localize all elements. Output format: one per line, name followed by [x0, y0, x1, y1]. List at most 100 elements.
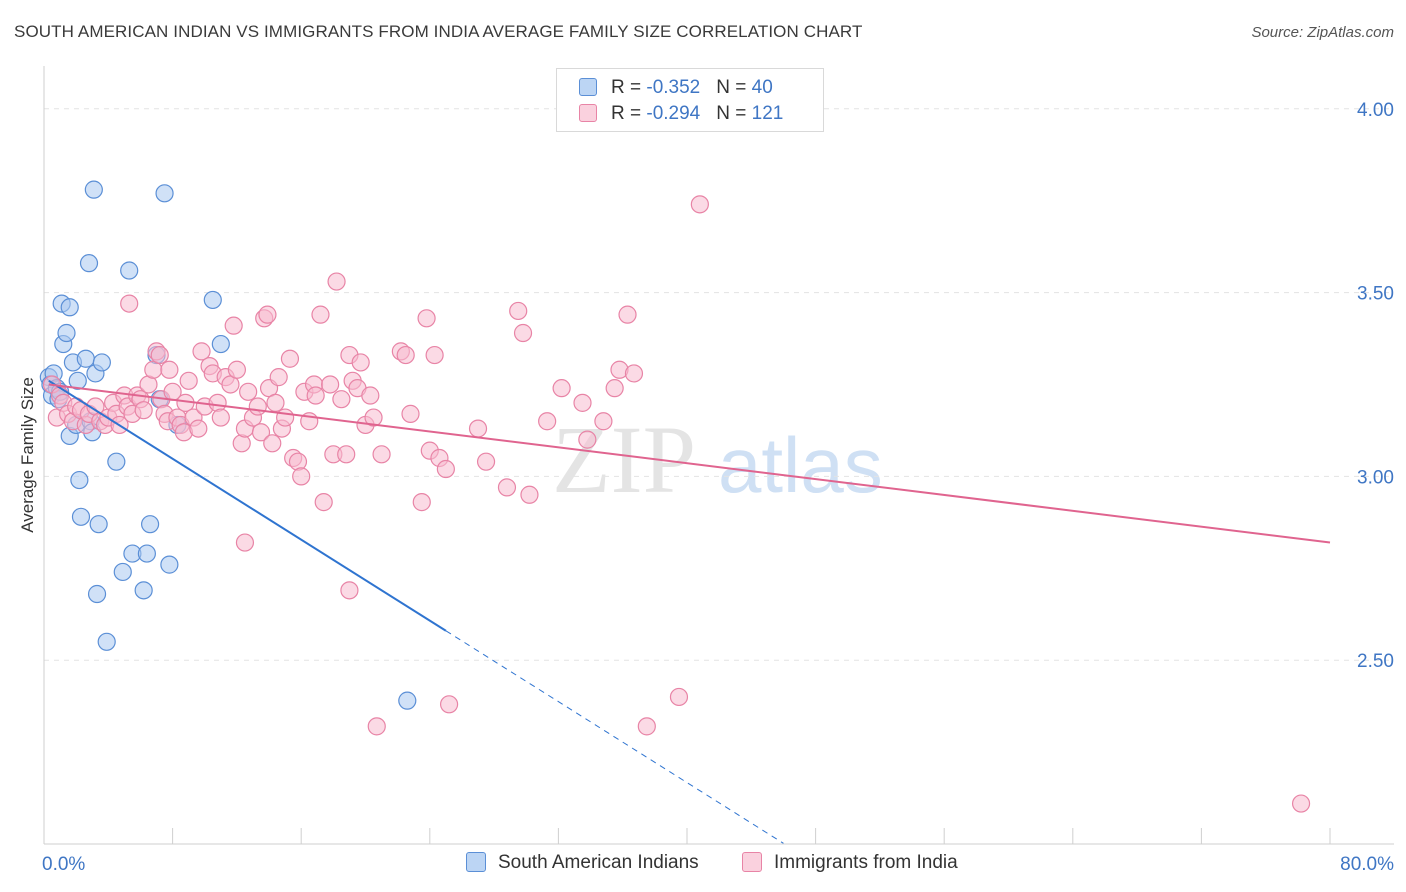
data-point-immigrants-from-india-109 [624, 364, 644, 383]
data-point-immigrants-from-india-90 [412, 493, 431, 512]
data-point-immigrants-from-india-63 [276, 408, 295, 427]
series-legend: South American Indians Immigrants from I… [0, 852, 1406, 878]
data-point-south-american-indians-11 [60, 298, 79, 317]
data-point-immigrants-from-india-31 [160, 360, 179, 379]
legend-swatch-pink [579, 104, 597, 122]
y-tick-label-0: 2.50 [1357, 651, 1394, 672]
trend-line-south-american-indians [48, 379, 447, 632]
data-point-immigrants-from-india-88 [396, 345, 415, 365]
data-point-immigrants-from-india-49 [227, 360, 246, 379]
data-point-immigrants-from-india-105 [578, 430, 597, 449]
data-point-south-american-indians-9 [57, 323, 76, 343]
data-point-immigrants-from-india-73 [314, 493, 333, 512]
y-tick-label-2: 3.50 [1357, 284, 1394, 305]
watermark-atlas: atlas [718, 421, 883, 509]
legend-r-value-blue: -0.352 [646, 77, 701, 98]
data-point-south-american-indians-28 [113, 562, 132, 582]
data-point-immigrants-from-india-59 [263, 434, 282, 453]
data-point-immigrants-from-india-96 [468, 419, 488, 438]
tick-labels: 2.50 3.00 3.50 4.00 0.0% 80.0% [42, 100, 1394, 875]
legend-n-value-blue: 40 [751, 77, 773, 98]
data-point-south-american-indians-22 [84, 180, 103, 199]
y-tick-label-1: 3.00 [1357, 467, 1394, 488]
data-point-immigrants-from-india-50 [232, 434, 251, 453]
data-point-immigrants-from-india-86 [372, 445, 391, 464]
data-point-south-american-indians-41 [398, 691, 417, 710]
data-point-immigrants-from-india-116 [1291, 794, 1311, 813]
data-point-immigrants-from-india-97 [476, 452, 496, 471]
data-point-immigrants-from-india-52 [239, 382, 258, 401]
legend-row-south-american-indians: R = -0.352 N = 40 [579, 77, 773, 101]
data-point-immigrants-from-india-85 [364, 408, 383, 427]
data-point-south-american-indians-33 [140, 515, 160, 534]
data-point-immigrants-from-india-67 [292, 467, 311, 486]
data-point-immigrants-from-india-23 [134, 401, 153, 420]
data-point-south-american-indians-40 [211, 334, 230, 354]
data-point-south-american-indians-16 [71, 507, 91, 526]
data-point-immigrants-from-india-106 [594, 412, 613, 431]
data-point-immigrants-from-india-55 [251, 423, 271, 442]
data-point-immigrants-from-india-66 [288, 452, 308, 471]
data-point-immigrants-from-india-54 [248, 397, 267, 416]
data-point-immigrants-from-india-101 [520, 485, 539, 504]
data-point-immigrants-from-india-115 [690, 195, 709, 214]
data-point-immigrants-from-india-72 [311, 305, 330, 324]
axes [43, 66, 1394, 845]
data-point-immigrants-from-india-44 [208, 393, 227, 412]
data-point-immigrants-from-india-61 [269, 368, 288, 387]
data-point-south-american-indians-31 [134, 581, 153, 600]
data-point-immigrants-from-india-114 [669, 687, 689, 707]
data-point-immigrants-from-india-40 [192, 342, 211, 361]
data-point-immigrants-from-india-99 [509, 301, 528, 321]
data-point-south-american-indians-37 [160, 555, 179, 574]
data-point-immigrants-from-india-89 [401, 404, 420, 423]
data-point-immigrants-from-india-76 [327, 272, 346, 291]
data-point-immigrants-from-india-103 [552, 379, 571, 398]
data-point-immigrants-from-india-27 [150, 345, 169, 365]
x-tick-label-min: 0.0% [42, 854, 85, 875]
data-point-immigrants-from-india-64 [280, 349, 300, 368]
chart-title: SOUTH AMERICAN INDIAN VS IMMIGRANTS FROM… [14, 22, 863, 41]
data-point-immigrants-from-india-118 [340, 581, 359, 600]
source-label: Source: ZipAtlas.com [1251, 24, 1394, 41]
data-point-south-american-indians-24 [87, 584, 107, 604]
data-point-immigrants-from-india-98 [497, 478, 517, 497]
watermark-zip: ZIP [552, 406, 696, 513]
data-point-immigrants-from-india-84 [361, 386, 380, 405]
trend-line-south-american-indians-extension [445, 630, 784, 844]
data-point-immigrants-from-india-45 [211, 408, 230, 427]
trend-line-immigrants-from-india [48, 383, 1331, 544]
legend-n-value-pink: 121 [751, 103, 784, 124]
data-point-south-american-indians-39 [203, 290, 222, 310]
data-point-south-american-indians-17 [76, 349, 95, 368]
data-point-south-american-indians-27 [107, 452, 126, 471]
legend-r-value-pink: -0.294 [646, 103, 701, 124]
data-point-south-american-indians-15 [70, 470, 89, 490]
x-tick-label-max: 80.0% [1340, 854, 1394, 875]
legend-row-immigrants-from-india: R = -0.294 N = 121 [579, 103, 783, 127]
data-point-immigrants-from-india-113 [439, 695, 459, 714]
data-point-immigrants-from-india-110 [637, 717, 656, 736]
series-swatch-blue [466, 852, 486, 872]
data-point-south-american-indians-29 [120, 261, 139, 280]
data-point-south-american-indians-23 [89, 515, 108, 534]
y-tick-label-3: 4.00 [1357, 100, 1394, 121]
data-point-immigrants-from-india-71 [306, 386, 325, 405]
data-point-immigrants-from-india-48 [224, 316, 243, 335]
data-point-south-american-indians-32 [137, 544, 156, 563]
data-point-immigrants-from-india-60 [266, 393, 285, 412]
data-point-immigrants-from-india-20 [120, 294, 139, 313]
data-point-immigrants-from-india-111 [367, 717, 386, 736]
data-point-immigrants-from-india-100 [513, 323, 533, 343]
data-point-immigrants-from-india-102 [538, 412, 557, 431]
data-point-immigrants-from-india-57 [258, 305, 277, 324]
data-point-south-american-indians-14 [68, 371, 87, 390]
grid-lines [44, 108, 1394, 661]
data-points [39, 180, 1311, 813]
data-point-immigrants-from-india-91 [417, 309, 436, 328]
legend-swatch-blue [579, 78, 597, 96]
data-point-immigrants-from-india-82 [351, 353, 370, 372]
data-point-immigrants-from-india-117 [605, 379, 624, 398]
data-point-immigrants-from-india-39 [189, 419, 208, 438]
